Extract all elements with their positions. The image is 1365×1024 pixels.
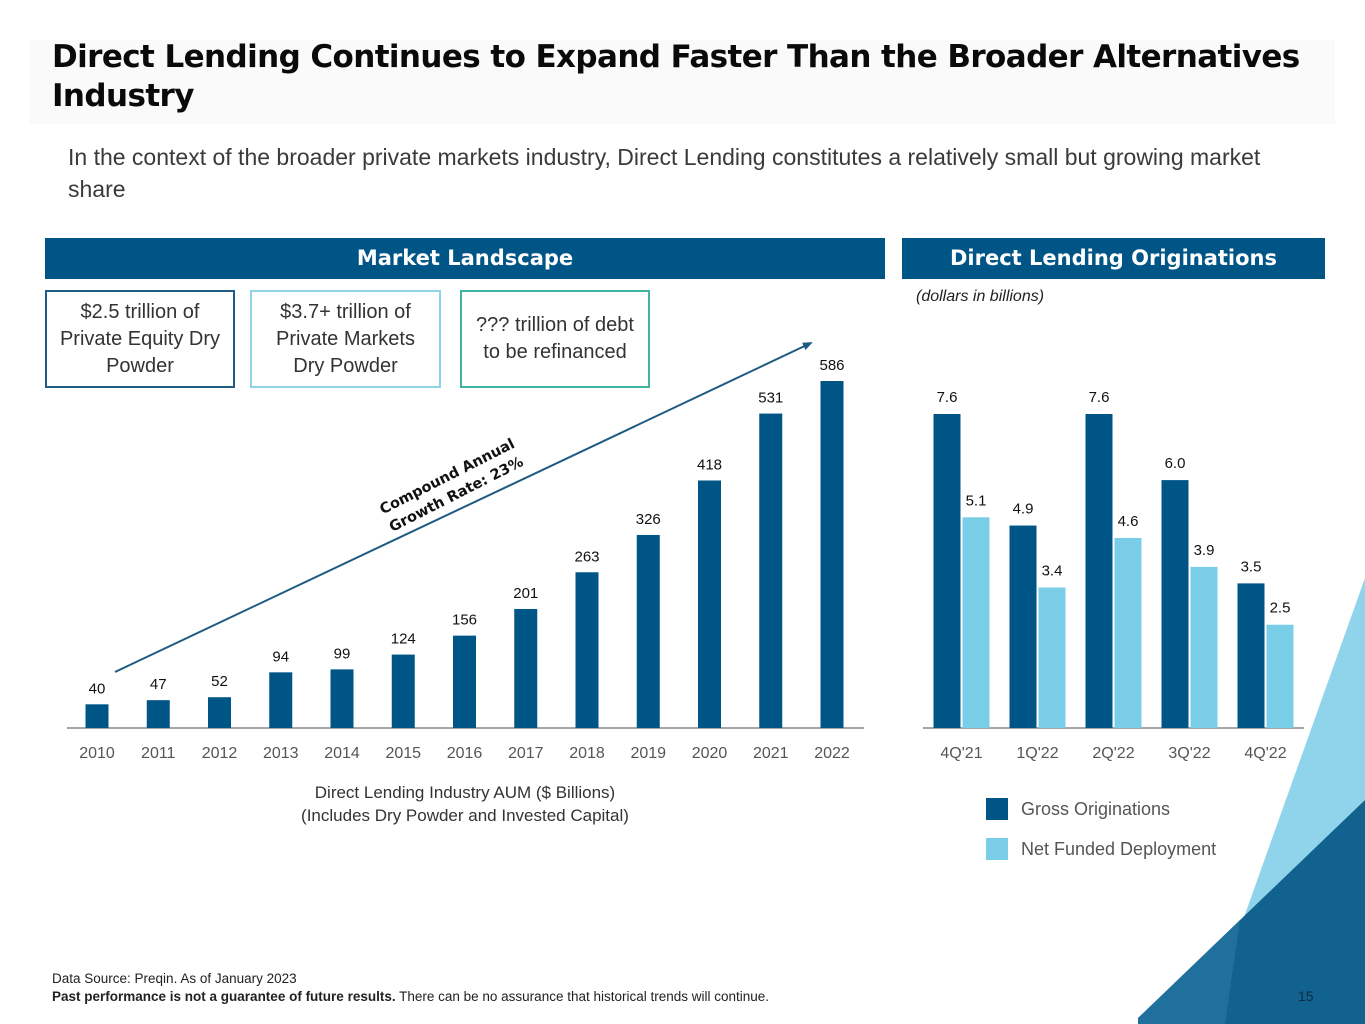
aum-value-label: 40: [89, 680, 106, 697]
callout-pe-dry-powder: $2.5 trillion of Private Equity Dry Powd…: [45, 290, 235, 388]
aum-caption-line-1: Direct Lending Industry AUM ($ Billions): [314, 783, 616, 802]
aum-bar: [453, 635, 476, 728]
net-funded-bar: [962, 517, 990, 728]
aum-bar: [514, 608, 538, 728]
gross-value-label: 6.0: [1165, 455, 1186, 472]
aum-year-tick: 2015: [385, 745, 421, 762]
aum-value-label: 586: [819, 357, 844, 374]
originations-units-note: (dollars in billions): [916, 288, 1045, 305]
callout-private-markets-dry-powder: $3.7+ trillion of Private Markets Dry Po…: [250, 290, 441, 388]
aum-bar: [698, 480, 721, 728]
originations-header: Direct Lending Originations: [902, 238, 1325, 279]
legend-item-gross: Gross Originations: [986, 789, 1216, 829]
aum-year-tick: 2014: [324, 745, 360, 762]
callout-text: ??? trillion of debt to be refinanced: [476, 314, 634, 363]
disclaimer-rest: There can be no assurance that historica…: [395, 989, 770, 1004]
aum-value-label: 531: [758, 390, 783, 407]
market-landscape-header: Market Landscape: [45, 238, 885, 279]
aum-value-label: 156: [452, 612, 477, 629]
aum-year-tick: 2019: [630, 745, 666, 762]
quarter-tick: 4Q'22: [1244, 745, 1286, 762]
quarter-tick: 1Q'22: [1016, 745, 1058, 762]
originations-bar-chart: 7.6 5.1 4Q'21 4.9 3.4 1Q'22 7.6 4.6 2Q'22 6.0 3.9 3…: [923, 389, 1304, 762]
aum-value-label: 94: [272, 648, 289, 665]
cagr-trend-arrow: [114, 342, 813, 673]
title-band: [30, 40, 1335, 124]
net-value-label: 2.5: [1270, 600, 1291, 617]
net-funded-bar: [1190, 566, 1218, 728]
aum-bar: [208, 697, 231, 728]
aum-year-tick: 2016: [447, 745, 483, 762]
aum-chart-caption: Direct Lending Industry AUM ($ Billions)…: [240, 781, 690, 827]
aum-bar: [85, 704, 109, 728]
gross-originations-bar: [1085, 414, 1113, 728]
net-funded-bar: [1266, 624, 1294, 728]
legend-swatch-gross: [986, 798, 1008, 820]
net-value-label: 3.4: [1042, 563, 1063, 580]
net-funded-bar: [1114, 537, 1142, 728]
net-value-label: 5.1: [966, 492, 987, 509]
aum-year-tick: 2010: [79, 745, 115, 762]
disclaimer-bold: Past performance is not a guarantee of f…: [52, 989, 396, 1004]
aum-bar: [820, 381, 844, 728]
callout-text: $3.7+ trillion of Private Markets Dry Po…: [276, 300, 415, 377]
aum-value-label: 52: [211, 673, 228, 690]
net-value-label: 3.9: [1194, 542, 1215, 559]
gross-originations-bar: [1161, 480, 1189, 728]
aum-bar: [269, 672, 293, 728]
aum-value-label: 47: [150, 676, 167, 693]
aum-year-tick: 2013: [263, 745, 299, 762]
aum-year-tick: 2020: [692, 745, 728, 762]
quarter-tick: 4Q'21: [940, 745, 982, 762]
page-number: 15: [1298, 988, 1314, 1004]
data-source: Data Source: Preqin. As of January 2023: [52, 971, 297, 986]
legend-label-net: Net Funded Deployment: [1021, 838, 1217, 859]
aum-year-tick: 2017: [508, 745, 544, 762]
gross-value-label: 3.5: [1241, 558, 1262, 575]
aum-bar: [575, 572, 599, 728]
legend-label-gross: Gross Originations: [1021, 798, 1171, 819]
aum-bar-chart: 40 2010 47 2011 52 2012 94 2013 99 2014 124 2015 156…: [67, 342, 864, 762]
gross-value-label: 4.9: [1013, 501, 1034, 518]
net-funded-bar: [1038, 587, 1066, 728]
aum-caption-line-2: (Includes Dry Powder and Invested Capita…: [301, 806, 629, 825]
quarter-tick: 2Q'22: [1092, 745, 1134, 762]
aum-bar: [146, 700, 170, 728]
gross-originations-bar: [1009, 525, 1037, 728]
aum-value-label: 124: [391, 631, 416, 648]
aum-year-tick: 2018: [569, 745, 605, 762]
callout-text: $2.5 trillion of Private Equity Dry Powd…: [59, 300, 221, 377]
aum-year-tick: 2022: [814, 745, 850, 762]
net-value-label: 4.6: [1118, 513, 1139, 530]
aum-year-tick: 2021: [753, 745, 789, 762]
aum-value-label: 263: [574, 548, 599, 565]
disclaimer: Past performance is not a guarantee of f…: [52, 989, 769, 1004]
gross-value-label: 7.6: [937, 389, 958, 406]
page-subtitle: In the context of the broader private ma…: [68, 144, 1261, 202]
quarter-tick: 3Q'22: [1168, 745, 1210, 762]
gross-value-label: 7.6: [1089, 389, 1110, 406]
aum-value-label: 418: [697, 456, 722, 473]
aum-bar: [391, 654, 415, 728]
gross-originations-bar: [1237, 583, 1265, 728]
callout-debt-refinanced: ??? trillion of debt to be refinanced: [460, 290, 650, 388]
originations-legend: Gross Originations Net Funded Deployment: [986, 789, 1216, 869]
legend-item-net: Net Funded Deployment: [986, 829, 1216, 869]
aum-bar: [330, 669, 354, 728]
gross-originations-bar: [933, 414, 961, 728]
aum-bar: [636, 534, 660, 728]
page-title: Direct Lending Continues to Expand Faste…: [52, 39, 1300, 114]
aum-year-tick: 2012: [202, 745, 238, 762]
legend-swatch-net: [986, 838, 1008, 860]
aum-year-tick: 2011: [141, 745, 176, 762]
aum-value-label: 99: [334, 645, 351, 662]
aum-bar: [759, 413, 783, 728]
aum-value-label: 326: [636, 511, 661, 528]
aum-value-label: 201: [513, 585, 538, 602]
